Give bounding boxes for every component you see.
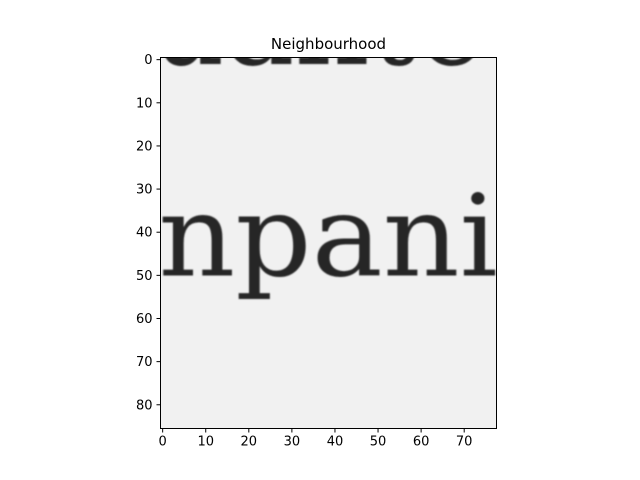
x-tick-label: 0 [159,435,167,450]
y-tick-label: 0 [144,53,152,68]
image-text-line-2: npani [158,169,497,302]
x-tick-label: 60 [413,435,430,450]
y-tick-label: 10 [136,96,153,111]
chart-title: Neighbourhood [271,35,386,53]
image-panel: uantenpania sor [150,0,539,480]
y-tick-label: 30 [136,183,153,198]
y-tick-label: 70 [136,355,153,370]
y-tick-label: 60 [136,312,153,327]
y-tick-label: 20 [136,139,153,154]
x-tick-label: 30 [284,435,301,450]
x-tick-label: 50 [370,435,387,450]
y-tick-label: 40 [136,226,153,241]
y-tick-label: 50 [136,269,153,284]
x-tick-label: 10 [197,435,214,450]
y-tick-label: 80 [136,398,153,413]
x-tick-label: 40 [327,435,344,450]
x-tick-label: 70 [456,435,473,450]
x-tick-label: 20 [241,435,258,450]
